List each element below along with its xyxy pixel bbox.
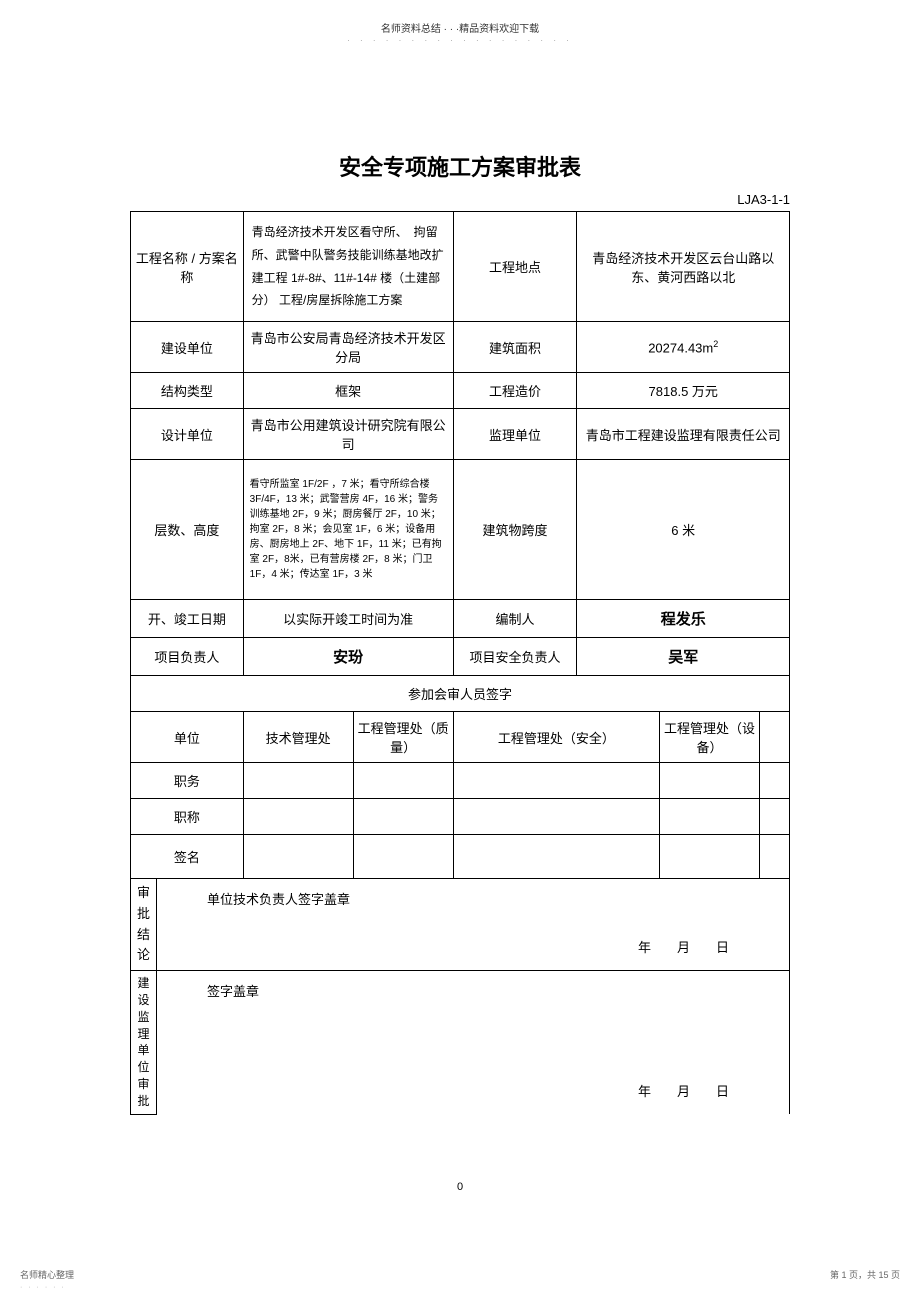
supervisor-cell: 签字盖章 年 月 日	[157, 971, 790, 1114]
sig-col-tech: 技术管理处	[243, 712, 353, 763]
sig-cell	[243, 799, 353, 835]
value-designer: 青岛市公用建筑设计研究院有限公司	[243, 409, 453, 460]
sig-col-blank	[760, 712, 790, 763]
label-cost: 工程造价	[453, 373, 577, 409]
sig-cell	[353, 799, 453, 835]
sig-row-sign: 签名	[131, 835, 244, 879]
sig-col-unit: 单位	[131, 712, 244, 763]
table-row: 项目负责人 安玢 项目安全负责人 吴军	[131, 638, 790, 676]
sig-cell	[353, 763, 453, 799]
sig-cell	[243, 835, 353, 879]
label-area: 建筑面积	[453, 322, 577, 373]
table-row: 结构类型 框架 工程造价 7818.5 万元	[131, 373, 790, 409]
label-designer: 设计单位	[131, 409, 244, 460]
value-project-name: 青岛经济技术开发区看守所、 拘留所、武警中队警务技能训练基地改扩建工程 1#-8…	[243, 212, 453, 322]
value-project-lead: 安玢	[243, 638, 453, 676]
approval-label: 审批结论	[131, 879, 157, 971]
sig-cell	[660, 799, 760, 835]
sig-cell	[760, 835, 790, 879]
supervisor-date: 年 月 日	[638, 1081, 729, 1100]
value-area: 20274.43m2	[577, 322, 790, 373]
sig-cell	[760, 763, 790, 799]
sig-cell	[243, 763, 353, 799]
sig-col-equip: 工程管理处（设备）	[660, 712, 760, 763]
value-safety-lead: 吴军	[577, 638, 790, 676]
sig-col-safety: 工程管理处（安全）	[453, 712, 659, 763]
label-supervisor: 监理单位	[453, 409, 577, 460]
sig-row-title: 职称	[131, 799, 244, 835]
page-header-text: 名师资料总结 · · ·精品资料欢迎下载	[381, 20, 539, 35]
label-safety-lead: 项目安全负责人	[453, 638, 577, 676]
sig-cell	[453, 763, 659, 799]
value-location: 青岛经济技术开发区云台山路以东、黄河西路以北	[577, 212, 790, 322]
approval-cell: 单位技术负责人签字盖章 年 月 日	[157, 879, 790, 971]
table-row: 单位 技术管理处 工程管理处（质量） 工程管理处（安全） 工程管理处（设备）	[131, 712, 790, 763]
sig-cell	[760, 799, 790, 835]
sig-col-quality: 工程管理处（质量）	[353, 712, 453, 763]
table-row: 审批结论 单位技术负责人签字盖章 年 月 日	[131, 879, 790, 971]
main-content: 安全专项施工方案审批表 LJA3-1-1 工程名称 / 方案名称 青岛经济技术开…	[130, 150, 790, 1115]
value-dates: 以实际开竣工时间为准	[243, 600, 453, 638]
value-author: 程发乐	[577, 600, 790, 638]
label-floors: 层数、高度	[131, 460, 244, 600]
page-header-dots: · · · · · · · · · · · · · · · · · ·	[347, 36, 573, 45]
label-builder: 建设单位	[131, 322, 244, 373]
approval-text: 单位技术负责人签字盖章	[207, 892, 350, 907]
table-row: 层数、高度 看守所监室 1F/2F ，7 米；看守所综合楼 3F/4F，13 米…	[131, 460, 790, 600]
table-row: 建设监理单位审批 签字盖章 年 月 日	[131, 971, 790, 1114]
form-code: LJA3-1-1	[130, 192, 790, 207]
label-location: 工程地点	[453, 212, 577, 322]
value-structure: 框架	[243, 373, 453, 409]
sig-cell	[353, 835, 453, 879]
supervisor-label: 建设监理单位审批	[131, 971, 157, 1114]
document-title: 安全专项施工方案审批表	[130, 150, 790, 182]
sig-cell	[660, 763, 760, 799]
label-span: 建筑物跨度	[453, 460, 577, 600]
supervisor-text: 签字盖章	[207, 984, 259, 999]
table-row: 建设单位 青岛市公安局青岛经济技术开发区分局 建筑面积 20274.43m2	[131, 322, 790, 373]
sig-cell	[453, 799, 659, 835]
table-row: 参加会审人员签字	[131, 676, 790, 712]
label-project-name: 工程名称 / 方案名称	[131, 212, 244, 322]
label-structure: 结构类型	[131, 373, 244, 409]
approval-table: 工程名称 / 方案名称 青岛经济技术开发区看守所、 拘留所、武警中队警务技能训练…	[130, 211, 790, 1115]
value-floors: 看守所监室 1F/2F ，7 米；看守所综合楼 3F/4F，13 米；武警营房 …	[243, 460, 453, 600]
sig-cell	[660, 835, 760, 879]
table-row: 工程名称 / 方案名称 青岛经济技术开发区看守所、 拘留所、武警中队警务技能训练…	[131, 212, 790, 322]
table-row: 职称	[131, 799, 790, 835]
footer-right-text: 第 1 页，共 15 页	[830, 1268, 900, 1281]
footer-left-text: 名师精心整理	[20, 1268, 74, 1281]
label-author: 编制人	[453, 600, 577, 638]
table-row: 签名	[131, 835, 790, 879]
signature-header: 参加会审人员签字	[131, 676, 790, 712]
value-cost: 7818.5 万元	[577, 373, 790, 409]
page-number: 0	[457, 1181, 463, 1193]
sig-row-duty: 职务	[131, 763, 244, 799]
value-span: 6 米	[577, 460, 790, 600]
approval-date: 年 月 日	[638, 937, 729, 956]
label-dates: 开、竣工日期	[131, 600, 244, 638]
table-row: 职务	[131, 763, 790, 799]
sig-cell	[453, 835, 659, 879]
value-builder: 青岛市公安局青岛经济技术开发区分局	[243, 322, 453, 373]
table-row: 设计单位 青岛市公用建筑设计研究院有限公司 监理单位 青岛市工程建设监理有限责任…	[131, 409, 790, 460]
table-row: 开、竣工日期 以实际开竣工时间为准 编制人 程发乐	[131, 600, 790, 638]
footer-left-dots: · · · · · ·	[20, 1284, 66, 1291]
label-project-lead: 项目负责人	[131, 638, 244, 676]
value-supervisor: 青岛市工程建设监理有限责任公司	[577, 409, 790, 460]
